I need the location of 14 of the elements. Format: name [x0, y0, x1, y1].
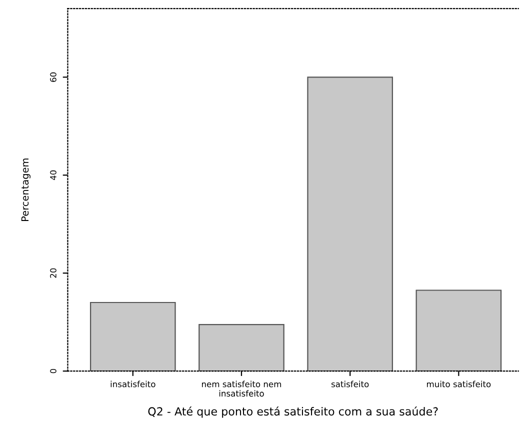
x-tick-label: muito satisfeito: [427, 380, 491, 388]
y-tick-label: 0: [50, 368, 56, 374]
bar: [90, 302, 176, 372]
bar: [307, 76, 393, 372]
bar: [198, 324, 284, 372]
x-tick-label: nem satisfeito nem insatisfeito: [202, 380, 282, 397]
y-tick-label: 40: [50, 170, 56, 180]
y-tick-label: 20: [50, 268, 56, 278]
y-axis-title: Percentagem: [21, 158, 30, 221]
x-tick-label: satisfeito: [331, 380, 369, 388]
x-tick-label: insatisfeito: [110, 380, 156, 388]
y-tick-label: 60: [50, 72, 56, 82]
bar: [416, 290, 502, 372]
x-axis-title: Q2 - Até que ponto está satisfeito com a sua saúde?: [148, 406, 438, 418]
